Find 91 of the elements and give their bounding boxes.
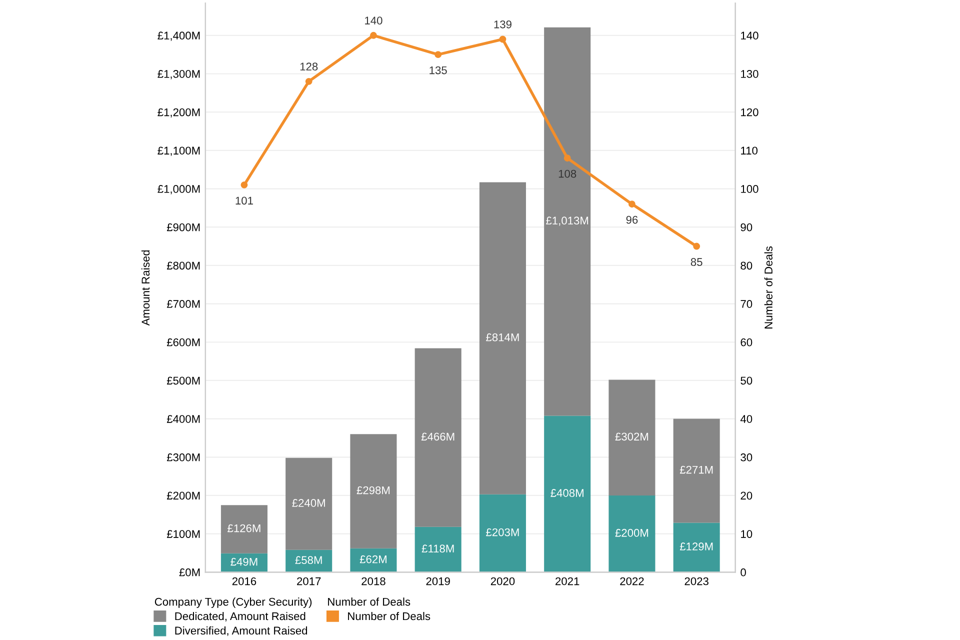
y-tick-label: £700M [166, 300, 200, 308]
data-label: 135 [430, 66, 447, 74]
data-label: £203M [486, 528, 519, 536]
data-label: £814M [486, 333, 519, 342]
y2-tick-label: 50 [740, 376, 752, 385]
data-label: 101 [236, 196, 253, 205]
y-tick-label: £1,300M [158, 70, 200, 80]
bar [479, 494, 526, 572]
y2-tick-label: 10 [741, 530, 752, 538]
point [305, 78, 312, 85]
x-tick-label: 2021 [556, 577, 580, 586]
data-label: £129M [680, 542, 713, 550]
data-label: £126M [228, 524, 260, 532]
bar [673, 418, 720, 523]
x-tick-label: 2023 [684, 577, 708, 586]
y-tick-label: £1,400M [158, 32, 200, 41]
text: Number of Deals [328, 598, 410, 606]
bar [286, 458, 332, 550]
x-tick-label: 2022 [620, 577, 644, 586]
data-label: 128 [300, 62, 318, 71]
point [564, 154, 571, 162]
data-label: £302M [615, 432, 648, 441]
x-tick-label: 2016 [232, 577, 256, 586]
data-label: £466M [421, 432, 454, 441]
data-label: £298M [356, 486, 390, 494]
y2-tick-label: 0 [740, 568, 746, 576]
y2-tick-label: 140 [741, 32, 758, 40]
data-label: 85 [690, 258, 702, 266]
y2-tick-label: 20 [740, 492, 752, 500]
bar [350, 548, 397, 572]
point [240, 181, 248, 188]
y2-tick-label: 130 [741, 70, 758, 78]
bar [479, 182, 526, 494]
point [693, 242, 700, 250]
y2-tick-label: 100 [741, 185, 758, 193]
legend-label: Diversified, Amount Raised [175, 626, 308, 636]
x-tick-label: 2019 [426, 577, 450, 586]
data-label: 108 [558, 170, 576, 178]
data-label: £271M [680, 466, 713, 474]
bar [608, 380, 656, 496]
y-tick-label: £1,100M [158, 146, 200, 156]
data-label: £408M [550, 489, 584, 497]
point [434, 51, 442, 58]
y-tick-label: £400M [166, 415, 200, 423]
text: Company Type (Cyber Security) [154, 598, 312, 608]
y-tick-label: £900M [166, 223, 200, 232]
bar [544, 416, 591, 572]
y-tick-label: £200M [166, 492, 200, 500]
legend-label: Number of Deals [348, 612, 430, 620]
y-tick-label: £300M [166, 453, 200, 462]
y2-tick-label: 110 [741, 146, 758, 155]
y-tick-label: £800M [166, 262, 200, 270]
point [370, 32, 377, 39]
bar [414, 348, 462, 527]
data-label: 139 [494, 20, 512, 28]
bar [673, 522, 720, 572]
legend-label: Dedicated, Amount Raised [175, 612, 306, 622]
y-tick-label: £1,200M [158, 108, 200, 118]
bar [608, 495, 656, 572]
point [628, 200, 636, 208]
y-tick-label: £100M [166, 530, 200, 538]
y2-tick-label: 120 [741, 108, 758, 116]
y2-tick-label: 90 [740, 223, 752, 232]
bar [414, 526, 462, 572]
x-tick-label: 2018 [362, 577, 386, 586]
x-tick-label: 2020 [490, 577, 515, 586]
y2-tick-label: 80 [740, 262, 752, 270]
y2-tick-label: 30 [740, 453, 752, 462]
y-axis-title: Amount Raised [141, 250, 150, 326]
y2-tick-label: 40 [740, 415, 752, 423]
data-label: 140 [365, 16, 382, 24]
y2-axis-title: Number of Deals [764, 246, 772, 328]
data-label: 96 [626, 216, 638, 224]
y-tick-label: £500M [166, 376, 200, 385]
data-label: £1,013M [546, 216, 588, 226]
data-label: £58M [295, 556, 322, 564]
bar [350, 434, 397, 548]
y-tick-label: £600M [166, 338, 200, 346]
bar [220, 505, 268, 554]
y2-tick-label: 60 [740, 338, 752, 346]
y2-tick-label: 70 [740, 300, 752, 308]
bar [544, 27, 591, 416]
data-label: £118M [422, 544, 454, 553]
point [499, 36, 506, 43]
x-tick-label: 2017 [297, 577, 321, 586]
data-label: £200M [615, 528, 648, 537]
data-label: £62M [360, 555, 386, 564]
data-label: £49M [230, 558, 258, 566]
data-label: £240M [292, 499, 325, 507]
y-tick-label: £1,000M [158, 185, 200, 194]
y-tick-label: £0M [179, 568, 200, 576]
